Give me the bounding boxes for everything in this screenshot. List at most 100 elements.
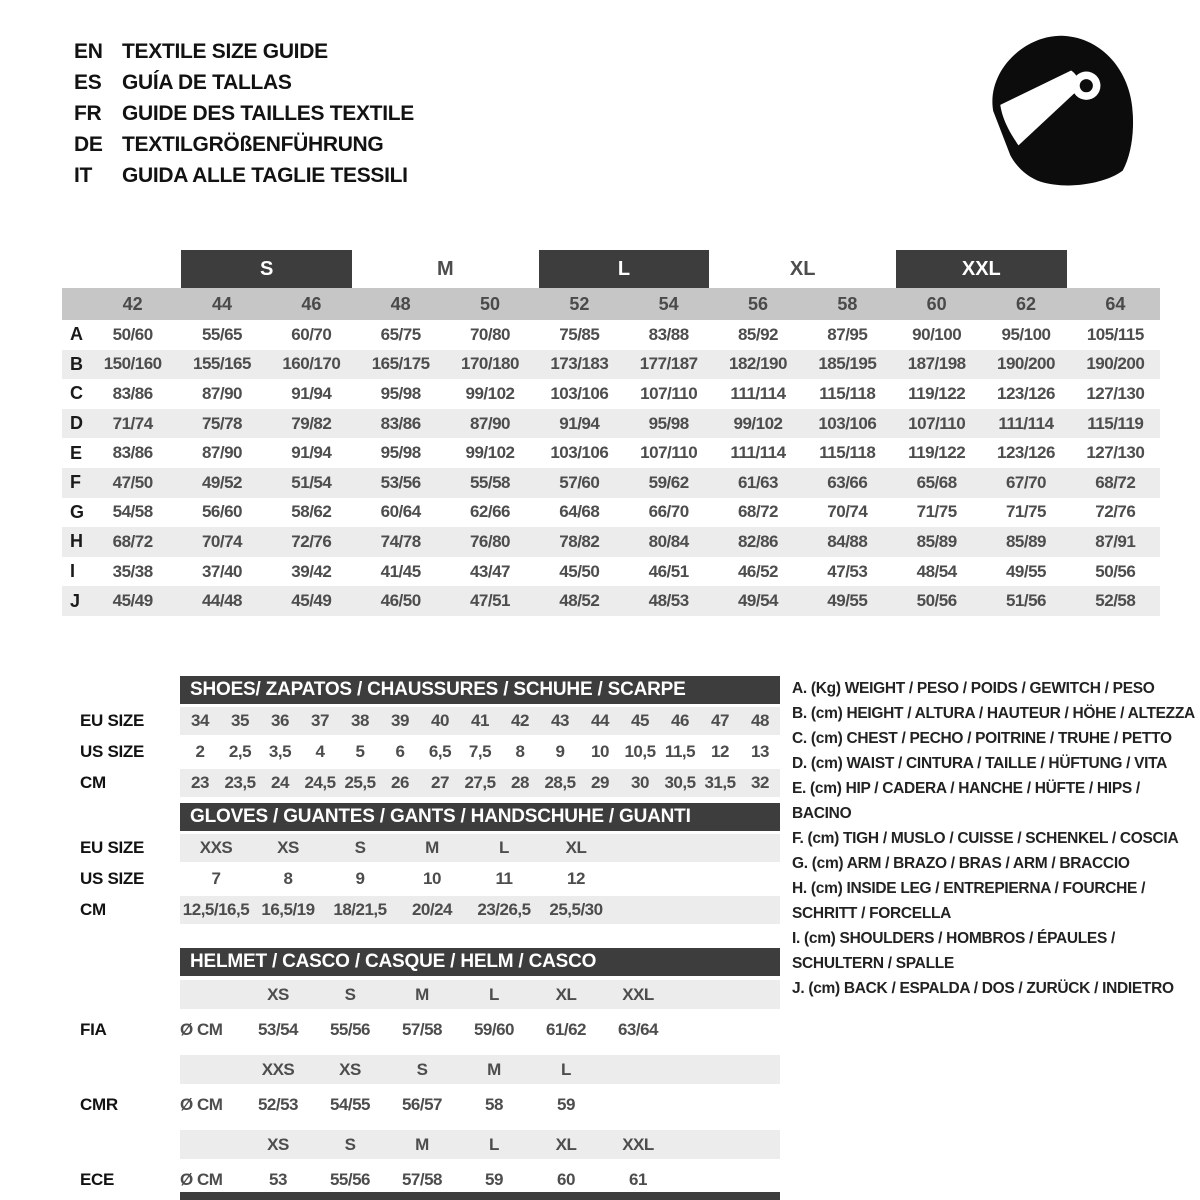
legend-entry: A. (Kg) WEIGHT / PESO / POIDS / GEWITCH …: [792, 680, 1155, 697]
cell-value: 123/126: [997, 443, 1055, 463]
cell-value: [602, 1084, 674, 1126]
shoes-section: SHOES/ ZAPATOS / CHAUSSURES / SCHUHE / S…: [80, 676, 780, 797]
cell-value: 38: [351, 711, 369, 730]
helmet-size: L: [489, 984, 499, 1004]
helmet-section-title: HELMET / CASCO / CASQUE / HELM / CASCO: [180, 948, 780, 976]
cell-value: 55/58: [469, 472, 511, 492]
cell-value: 13: [751, 742, 769, 761]
cell-value: 24: [271, 773, 289, 792]
cell-value: 72/76: [1095, 502, 1136, 522]
numeric-size: 48: [390, 293, 411, 314]
row-band: Ø CM 53/54 55/56 57/58 59/60 61/62 63/64: [180, 1009, 780, 1051]
row-letter: A: [70, 324, 83, 345]
textile-measurement-rows: A 50/60 55/65 60/70 65/75 70/80 75/85 83/88 85/9…: [62, 320, 1160, 616]
standard-label: CMR: [80, 1095, 118, 1114]
cell-value: 71/74: [112, 413, 154, 433]
gloves-section: GLOVES / GUANTES / GANTS / HANDSCHUHE / …: [80, 803, 780, 924]
helmet-size: [602, 1055, 674, 1084]
cell-value: 115/118: [819, 443, 876, 463]
cell-value: 26: [391, 773, 409, 792]
cell-value: 20/24: [411, 900, 453, 919]
cell-value: 24,5: [304, 773, 336, 792]
cell-value: 35/38: [112, 561, 154, 581]
textile-row-a: A 50/60 55/65 60/70 65/75 70/80 75/85 83/88 85/9…: [62, 320, 1160, 350]
cell-value: 58/62: [291, 502, 332, 522]
row-band: 23 23,5 24 24,5 25,5 26 27 27,5 28 28,5 29 30 30,5 31…: [180, 769, 780, 797]
helmet-size: M: [415, 984, 429, 1004]
legend-entry: J. (cm) BACK / ESPALDA / DOS / ZURÜCK / …: [792, 980, 1174, 997]
cell-value: 70/80: [469, 324, 511, 344]
cell-value: 47/50: [112, 472, 154, 492]
cell-value: 90/100: [912, 324, 962, 344]
cell-value: 61/63: [737, 472, 779, 492]
row-letter: H: [70, 531, 83, 552]
row-band: XXS XS S M L: [180, 1055, 780, 1084]
helmet-size: M: [415, 1134, 429, 1154]
numeric-size: 42: [122, 293, 143, 314]
cell-value: 46/50: [380, 591, 422, 611]
cell-value: 28: [511, 773, 529, 792]
numeric-size: 50: [479, 293, 500, 314]
cell-value: 185/195: [818, 354, 877, 374]
helmet-size: S: [344, 1134, 356, 1154]
cell-value: 62/66: [469, 502, 511, 522]
size-group-m: M: [436, 257, 454, 280]
language-title: GUIDE DES TAILLES TEXTILE: [122, 102, 414, 125]
cell-value: 107/110: [908, 413, 966, 433]
unit-label: Ø CM: [180, 1095, 223, 1114]
cell-value: 18/21,5: [333, 900, 387, 919]
cell-value: 57/58: [401, 1170, 443, 1189]
cell-value: 91/94: [559, 413, 600, 433]
row-letter: J: [70, 590, 81, 611]
numeric-size: 52: [569, 293, 590, 314]
unit-spacer: [180, 1130, 242, 1159]
cell-value: 49/55: [827, 591, 868, 611]
unit-spacer: [180, 1055, 242, 1084]
cell-value: 35: [231, 711, 249, 730]
cell-value: 103/106: [550, 383, 609, 403]
unit-label: Ø CM: [180, 1020, 223, 1039]
cell-value: 75/85: [559, 324, 600, 344]
cell-value: 48/53: [648, 591, 690, 611]
size-group-s: S: [181, 250, 352, 288]
cell-value: 41: [471, 711, 489, 730]
cell-value: 48: [751, 711, 769, 730]
cell-value: 44/48: [201, 591, 243, 611]
cell-value: 48/52: [559, 591, 600, 611]
cell-value: 7,5: [468, 742, 492, 761]
cell-value: 115/119: [1087, 413, 1144, 433]
cell-value: 49/52: [201, 472, 243, 492]
helmet-size: S: [344, 984, 356, 1004]
helmet-size: L: [489, 1134, 499, 1154]
helmet-size: XL: [555, 1134, 577, 1154]
cell-value: 48/54: [916, 561, 958, 581]
cell-value: 6,5: [428, 742, 452, 761]
size-group-l: L: [538, 250, 710, 288]
size-row-cm: CM 23 23,5 24 24,5 25,5 26 27 27,5 28 28,5 29 30 30,5…: [80, 769, 780, 797]
cell-value: 60/64: [380, 502, 422, 522]
size-row-cm: CM 12,5/16,5 16,5/19 18/21,5 20/24 23/26,5 25,…: [80, 896, 780, 924]
language-code: FR: [74, 102, 102, 125]
cell-value: 11: [495, 869, 513, 888]
cell-value: 46/52: [737, 561, 779, 581]
row-letter: F: [70, 472, 81, 493]
cell-value: 95/100: [1001, 324, 1051, 344]
cell-value: 68/72: [112, 531, 154, 551]
cell-value: 32: [751, 773, 769, 792]
textile-row-f: F 47/50 49/52 51/54 53/56 55/58 57/60 59/62 61/6…: [62, 467, 1160, 498]
cell-value: 190/200: [1086, 354, 1145, 374]
helmet-size: XXL: [622, 1134, 654, 1154]
racing-helmet-icon-svg: [992, 35, 1134, 186]
cell-value: 61/62: [545, 1020, 587, 1039]
row-letter: C: [70, 383, 83, 404]
cell-value: 170/180: [461, 354, 519, 374]
language-row: DE TEXTILGRÖßENFÜHRUNG: [74, 129, 414, 160]
language-code: ES: [74, 71, 102, 94]
cell-value: 60: [557, 1170, 575, 1189]
cell-value: 53: [269, 1170, 287, 1189]
cell-value: 54/58: [112, 502, 154, 522]
helmet-size: XL: [555, 984, 577, 1004]
cell-value: 39: [391, 711, 409, 730]
size-row-eu-size: EU SIZE XXS XS S M L XL: [80, 834, 780, 862]
